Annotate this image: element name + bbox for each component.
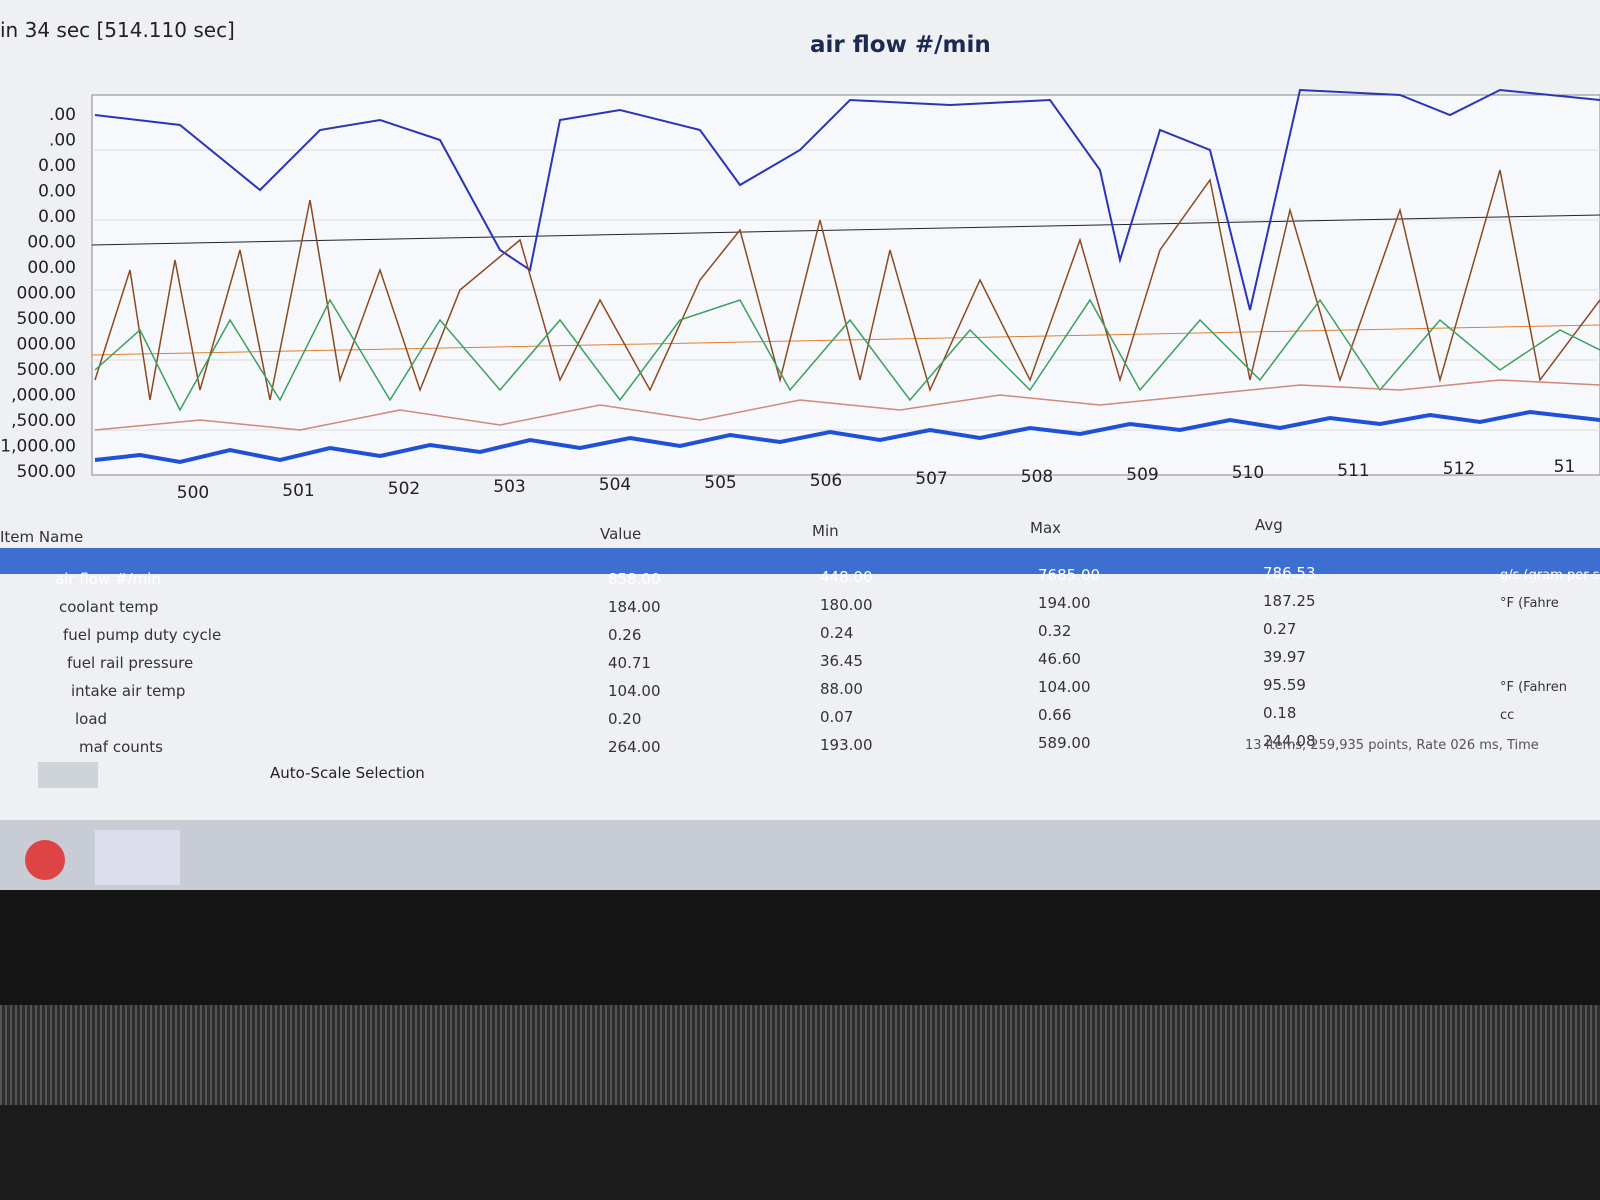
- cell-value: 448.00: [820, 568, 873, 586]
- y-tick-label: 0.00: [38, 156, 76, 176]
- trace: [94, 88, 1600, 311]
- y-tick-label: 0.00: [38, 182, 76, 202]
- column-header: Value: [600, 525, 642, 543]
- cell-value: 180.00: [820, 596, 873, 614]
- item-name: fuel pump duty cycle: [63, 626, 222, 644]
- trace: [94, 298, 1600, 412]
- x-tick-label: 503: [493, 477, 525, 497]
- y-tick-label: 00.00: [27, 258, 76, 278]
- item-name: coolant temp: [59, 598, 159, 616]
- x-tick-label: 501: [282, 481, 314, 501]
- cell-value: 36.45: [820, 652, 863, 670]
- item-name: fuel rail pressure: [67, 654, 194, 672]
- column-header: Max: [1030, 519, 1062, 537]
- trace: [94, 379, 1600, 431]
- taskbar: [0, 820, 1600, 890]
- column-header: Avg: [1255, 516, 1283, 534]
- cell-value: 0.18: [1263, 704, 1297, 722]
- cell-value: 0.26: [608, 626, 642, 644]
- speaker-grille: [0, 1005, 1600, 1105]
- item-name: air flow #/min: [55, 570, 161, 588]
- browser-icon[interactable]: [25, 840, 65, 880]
- cell-value: 0.24: [820, 624, 854, 642]
- toolbar-icons: [38, 762, 98, 788]
- trace: [91, 214, 1600, 246]
- cell-value: 46.60: [1038, 650, 1081, 668]
- data-table: Item Name Value Min Max Avg air flow #/min 858…: [0, 516, 1600, 800]
- cell-value: 858.00: [608, 570, 661, 588]
- x-tick-label: 507: [915, 469, 947, 489]
- status: in 34 sec [514.110 sec]: [0, 18, 235, 42]
- footer-status: 13 Items, 259,935 points, Rate 026 ms, T…: [1245, 738, 1539, 753]
- unit: °F (Fahre: [1500, 596, 1559, 611]
- cell-value: 7685.00: [1038, 566, 1101, 584]
- y-tick-label: 000.00: [17, 284, 76, 304]
- item-name: intake air temp: [71, 682, 186, 700]
- cell-value: 194.00: [1038, 594, 1091, 612]
- cell-value: 39.97: [1263, 648, 1306, 666]
- selected-row: [0, 548, 1600, 574]
- x-tick-label: 512: [1443, 459, 1475, 479]
- y-tick-label: .00: [49, 131, 76, 151]
- unit: g/s (gram per s: [1500, 568, 1600, 583]
- trace: [91, 324, 1600, 356]
- cell-value: 0.32: [1038, 622, 1072, 640]
- cell-value: 193.00: [820, 736, 873, 754]
- y-tick-label: 0.00: [38, 207, 76, 227]
- cell-value: 786.53: [1263, 564, 1316, 582]
- plot: .00 .00 0.00 0.00 0.00 00.00 00.00 000.00 500.00…: [0, 88, 1600, 503]
- cell-value: 104.00: [608, 682, 661, 700]
- x-tick-label: 504: [599, 475, 631, 495]
- x-tick-label: 511: [1337, 461, 1369, 481]
- y-tick-label: 1,000.00: [0, 437, 76, 457]
- trace: [94, 169, 1600, 401]
- bezel: [0, 890, 1600, 1010]
- laptop-base: [0, 1105, 1600, 1200]
- column-header: Item Name: [0, 528, 84, 546]
- x-tick-label: 505: [704, 473, 736, 493]
- cell-value: 187.25: [1263, 592, 1316, 610]
- x-tick-label: 51: [1554, 457, 1576, 477]
- column-header: Min: [812, 522, 839, 540]
- x-tick-label: 506: [810, 471, 842, 491]
- y-tick-label: ,000.00: [11, 386, 76, 406]
- y-tick-label: 500.00: [17, 462, 76, 482]
- x-tick-label: 509: [1126, 465, 1158, 485]
- x-tick-label: 508: [1021, 467, 1053, 487]
- auto-scale-button[interactable]: Auto-Scale Selection: [270, 764, 425, 782]
- cell-value: 95.59: [1263, 676, 1306, 694]
- cell-value: 184.00: [608, 598, 661, 616]
- app-button[interactable]: [95, 830, 180, 885]
- cell-value: 0.07: [820, 708, 854, 726]
- y-tick-label: 00.00: [27, 233, 76, 253]
- cell-value: 104.00: [1038, 678, 1091, 696]
- plot-area: [91, 94, 1600, 476]
- screen: in 34 sec [514.110 sec] air flow #/min .…: [0, 0, 1600, 890]
- y-tick-label: 500.00: [17, 360, 76, 380]
- trace: [94, 409, 1600, 465]
- cell-value: 0.66: [1038, 706, 1072, 724]
- x-tick-label: 510: [1232, 463, 1264, 483]
- y-tick-label: .00: [49, 105, 76, 125]
- x-tick-label: 502: [388, 479, 420, 499]
- cell-value: 589.00: [1038, 734, 1091, 752]
- unit: °F (Fahren: [1500, 680, 1567, 695]
- x-tick-label: 500: [177, 483, 209, 503]
- cell-value: 88.00: [820, 680, 863, 698]
- cell-value: 264.00: [608, 738, 661, 756]
- unit: cc: [1500, 708, 1515, 723]
- y-tick-label: 000.00: [17, 335, 76, 355]
- item-name: maf counts: [79, 738, 163, 756]
- cell-value: 0.27: [1263, 620, 1297, 638]
- item-name: load: [75, 710, 108, 728]
- cell-value: 244.08: [1263, 732, 1316, 750]
- cell-value: 40.71: [608, 654, 651, 672]
- y-tick-label: ,500.00: [11, 411, 76, 431]
- chart-title: air flow #/min: [810, 32, 991, 58]
- cell-value: 0.20: [608, 710, 642, 728]
- y-tick-label: 500.00: [17, 309, 76, 329]
